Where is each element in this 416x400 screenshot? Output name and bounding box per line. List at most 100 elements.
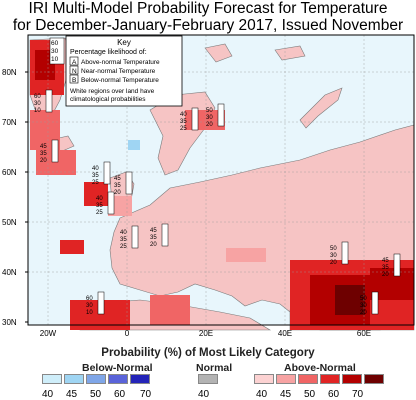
probability-value: 45 (40, 144, 47, 150)
key-box: Key Percentage likelihood of: A Above-no… (65, 35, 183, 107)
probability-value: 35 (120, 237, 127, 243)
legend-swatch (86, 374, 106, 384)
probability-value: 45 (382, 258, 389, 264)
probability-value: 20 (382, 272, 389, 278)
legend-normal-scale (198, 374, 220, 384)
lon-label: 0 (125, 329, 130, 338)
legend-below-scale (42, 374, 152, 384)
probability-value: 20 (206, 122, 213, 128)
forecast-cell (150, 295, 190, 325)
probability-value: 35 (96, 203, 103, 209)
probability-value: 50 (360, 296, 367, 302)
lat-label: 50N (2, 218, 17, 227)
probability-value: 35 (382, 265, 389, 271)
legend-swatch (254, 374, 274, 384)
probability-value: 20 (150, 242, 157, 248)
probability-value: 30 (360, 303, 367, 309)
forecast-cell (335, 285, 365, 315)
probability-value: 30 (86, 303, 93, 309)
probability-value: 40 (180, 112, 187, 118)
probability-value: 20 (40, 158, 47, 164)
probability-boxes: 6030104535204035254535204035254035254535… (34, 89, 401, 316)
title-line-1: IRI Multi-Model Probability Forecast for… (28, 0, 388, 17)
probability-value: 10 (34, 108, 41, 114)
lon-label: 60E (357, 329, 371, 338)
probability-value: 60 (34, 94, 41, 100)
legend-tick: 50 (304, 389, 316, 400)
key-frame (65, 35, 183, 107)
key-row-text: Above-normal Temperature (81, 59, 160, 66)
grid-lines (28, 35, 414, 325)
legend-tick: 60 (114, 389, 126, 400)
probability-value: 25 (96, 210, 103, 216)
probability-value: 45 (114, 176, 121, 182)
lon-label: 40E (278, 329, 292, 338)
key-note: climatological probabilities (70, 96, 146, 103)
legend-swatch (108, 374, 128, 384)
svalbard (204, 43, 233, 63)
legend-tick: 40 (198, 389, 210, 400)
legend-title: Probability (%) of Most Likely Category (101, 347, 315, 359)
lon-labels: 20W 0 20E 40E 60E (40, 329, 371, 338)
probability-value: 30 (330, 253, 337, 259)
probability-value: 25 (180, 126, 187, 132)
key-note: White regions over land have (70, 88, 155, 95)
legend-swatch (342, 374, 362, 384)
probability-value: 35 (114, 183, 121, 189)
legend-swatch (130, 374, 150, 384)
lat-label: 40N (2, 268, 17, 277)
legend-tick: 40 (256, 389, 268, 400)
key-sample-value: 30 (51, 48, 59, 55)
key-title: Key (117, 38, 131, 47)
legend-swatch (64, 374, 84, 384)
forecast-cell (128, 140, 140, 150)
forecast-map[interactable]: 80N 70N 60N 50N 40N 30N 20W 0 20E 40E 60… (0, 0, 416, 345)
probability-value: 35 (150, 235, 157, 241)
lat-labels: 80N 70N 60N 50N 40N 30N (2, 68, 17, 327)
probability-value: 10 (86, 310, 93, 316)
probability-value: 20 (330, 260, 337, 266)
franz-josef-land (274, 45, 306, 61)
legend-tick: 50 (90, 389, 102, 400)
legend-tick: 70 (140, 389, 152, 400)
probability-value: 40 (120, 230, 127, 236)
probability-value: 25 (120, 244, 127, 250)
key-letter-box (69, 74, 79, 84)
legend-below-label: Below-Normal (82, 362, 153, 374)
lat-label: 80N (2, 68, 17, 77)
key-sample-value: 10 (51, 56, 59, 63)
forecast-cell (84, 182, 108, 206)
probability-value: 35 (40, 151, 47, 157)
key-sample-value: 60 (51, 40, 59, 47)
novaya-zemlya (299, 87, 343, 129)
legend-tick: 40 (42, 389, 54, 400)
key-subtitle: Percentage likelihood of: (70, 49, 147, 56)
legend-swatch (42, 374, 62, 384)
key-row-text: Below-normal Temperature (81, 77, 159, 84)
probability-value: 20 (114, 190, 121, 196)
probability-value: 50 (330, 246, 337, 252)
legend-swatch (320, 374, 340, 384)
key-letter: B (72, 77, 76, 84)
legend-above-label: Above-Normal (284, 362, 356, 374)
key-letter: A (72, 59, 77, 66)
legend-swatch (276, 374, 296, 384)
lat-ticks (25, 71, 28, 323)
probability-value: 30 (206, 115, 213, 121)
probability-value: 40 (92, 166, 99, 172)
key-letter-box (69, 56, 79, 66)
key-letter: N (72, 68, 77, 75)
probability-value: 45 (150, 228, 157, 234)
lat-label: 30N (2, 318, 17, 327)
